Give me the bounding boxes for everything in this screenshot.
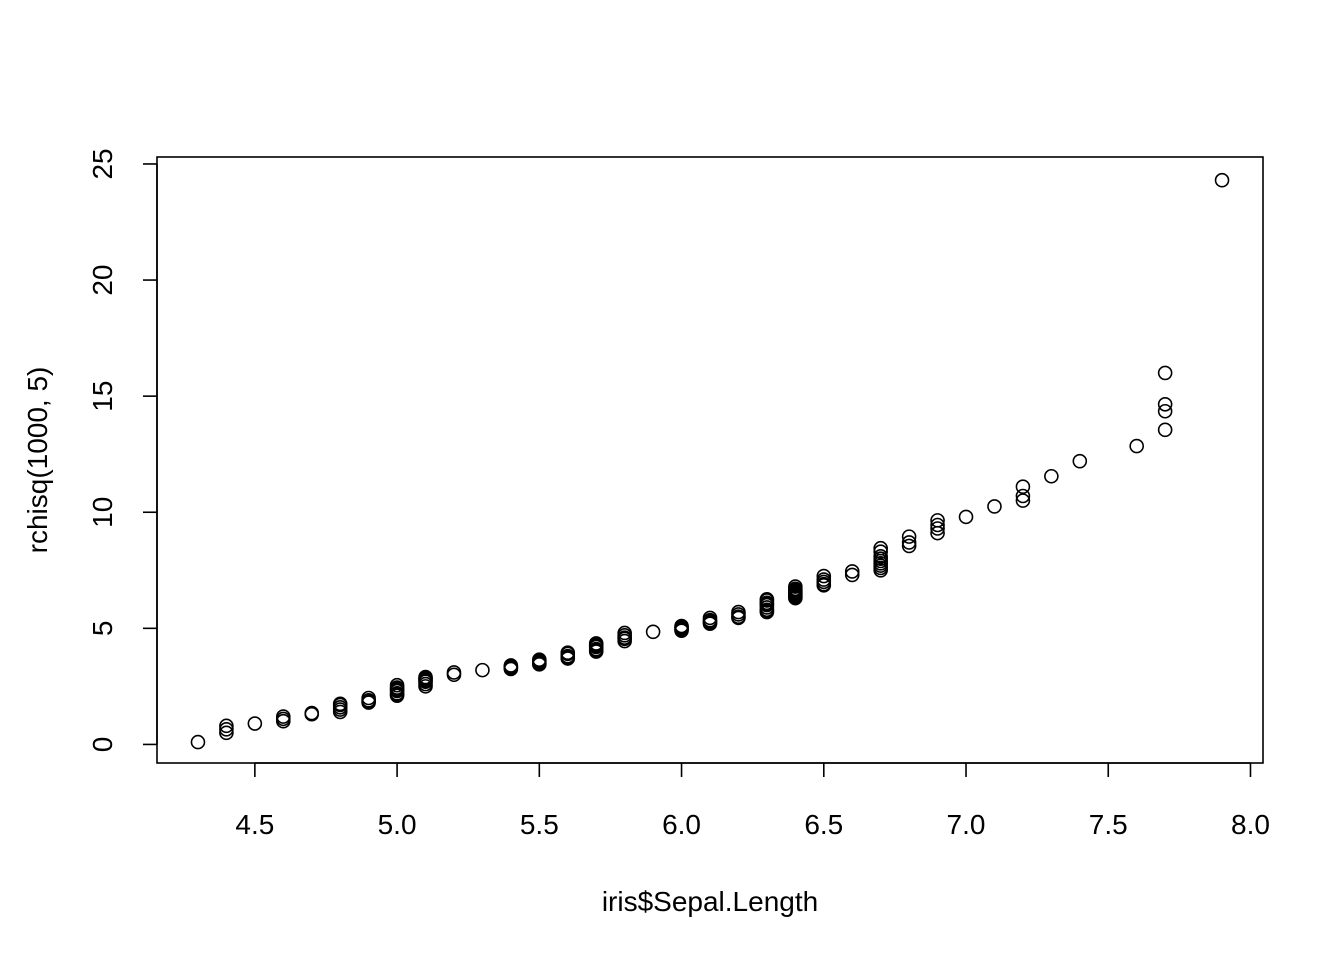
x-tick-label: 5.0 xyxy=(378,809,417,840)
y-tick-label: 20 xyxy=(87,264,118,295)
data-point xyxy=(702,610,718,626)
y-axis-title: rchisq(1000, 5) xyxy=(22,367,53,554)
data-point xyxy=(1044,468,1059,484)
data-point xyxy=(901,535,917,550)
data-point xyxy=(816,568,832,584)
data-point xyxy=(674,618,689,634)
data-point xyxy=(247,716,263,731)
data-point xyxy=(332,696,348,712)
data-point xyxy=(1157,422,1173,438)
data-point xyxy=(930,513,945,528)
x-tick-label: 7.5 xyxy=(1089,809,1128,840)
data-point xyxy=(418,669,433,685)
x-tick-label: 8.0 xyxy=(1231,809,1270,840)
data-point xyxy=(816,572,832,587)
data-point xyxy=(446,665,462,680)
data-point xyxy=(617,625,632,641)
data-point xyxy=(930,517,945,533)
data-point xyxy=(1157,396,1173,412)
data-point xyxy=(532,652,547,667)
data-point xyxy=(1214,172,1230,188)
data-point xyxy=(361,690,376,706)
x-axis-title: iris$Sepal.Length xyxy=(602,886,818,917)
x-tick-label: 4.5 xyxy=(235,809,274,840)
data-point xyxy=(901,529,917,544)
x-tick-label: 7.0 xyxy=(947,809,986,840)
data-point xyxy=(475,662,490,678)
data-point xyxy=(588,636,604,651)
data-point xyxy=(1015,493,1031,508)
y-axis: 0 5 10 15 20 25 xyxy=(87,148,158,753)
data-point xyxy=(190,734,206,750)
data-point xyxy=(731,604,746,620)
data-point xyxy=(275,709,291,724)
data-point xyxy=(788,579,803,594)
data-point xyxy=(1015,479,1031,495)
data-point xyxy=(1072,453,1088,469)
data-point xyxy=(1129,438,1144,454)
y-tick-label: 0 xyxy=(87,737,118,753)
x-axis: 4.5 5.0 5.5 6.0 6.5 7.0 7.5 8.0 xyxy=(235,762,1270,840)
data-point xyxy=(645,624,661,640)
data-point xyxy=(389,677,405,693)
data-point xyxy=(844,567,860,583)
y-tick-label: 25 xyxy=(87,148,118,179)
data-point xyxy=(958,509,974,525)
data-point xyxy=(560,645,576,661)
x-tick-label: 6.0 xyxy=(662,809,701,840)
x-tick-label: 5.5 xyxy=(520,809,559,840)
plot-frame xyxy=(156,156,1264,764)
x-tick-label: 6.5 xyxy=(804,809,843,840)
y-tick-label: 15 xyxy=(87,381,118,412)
data-point xyxy=(219,725,234,741)
y-tick-label: 5 xyxy=(87,621,118,637)
y-tick-label: 10 xyxy=(87,497,118,528)
data-point xyxy=(1157,403,1173,419)
data-point xyxy=(901,538,917,554)
data-point xyxy=(873,549,888,564)
data-point xyxy=(219,718,234,734)
data-point xyxy=(503,658,519,673)
data-point xyxy=(987,499,1002,514)
data-point xyxy=(759,592,775,607)
data-point xyxy=(1015,488,1031,504)
data-points xyxy=(190,172,1230,750)
data-point xyxy=(873,540,888,556)
data-point xyxy=(304,705,320,721)
data-point xyxy=(219,722,234,737)
data-point xyxy=(844,564,860,579)
data-point xyxy=(1157,365,1173,381)
data-point xyxy=(930,521,945,536)
data-point xyxy=(873,544,888,560)
